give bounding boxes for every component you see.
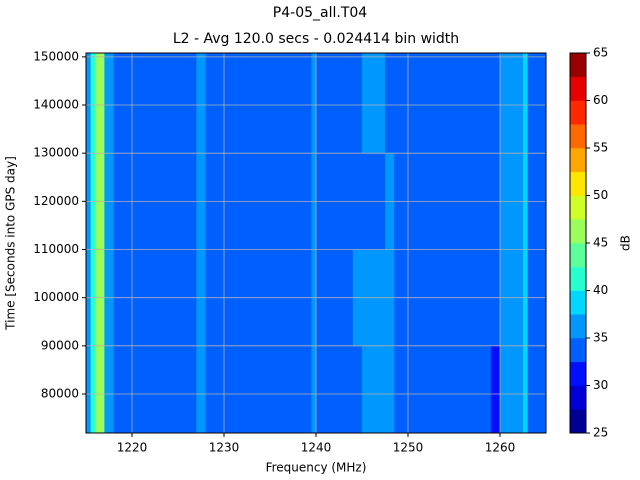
heatmap-cell	[523, 345, 528, 434]
colorbar-tick-label: 50	[593, 188, 608, 202]
colorbar-tick-label: 60	[593, 93, 608, 107]
y-axis-label: Time [Seconds into GPS day]	[4, 156, 18, 331]
x-tick-label: 1230	[209, 441, 240, 455]
y-tick-label: 90000	[41, 338, 79, 352]
heatmap-cell	[316, 53, 354, 154]
heatmap-cell	[90, 53, 96, 154]
heatmap-cell	[196, 345, 206, 434]
heatmap-cell	[352, 53, 363, 154]
heatmap-cell	[490, 53, 501, 154]
x-tick-label: 1260	[485, 441, 516, 455]
heatmap-cell	[316, 345, 354, 434]
colorbar-tick-label: 55	[593, 141, 608, 155]
heatmap-cell	[205, 345, 312, 434]
y-tick-label: 150000	[33, 49, 79, 63]
x-axis-label: Frequency (MHz)	[266, 461, 367, 475]
heatmap-cell	[394, 53, 492, 154]
colorbar-label: dB	[619, 235, 633, 251]
y-tick-label: 110000	[33, 242, 79, 256]
heatmap-cell	[95, 345, 105, 434]
heatmap-cell	[527, 345, 547, 434]
heatmap-cell	[104, 53, 114, 154]
heatmap-cell	[527, 53, 547, 154]
colorbar-segment	[570, 314, 586, 339]
heatmap-cell	[500, 53, 515, 154]
colorbar-segment	[570, 266, 586, 291]
colorbar-tick-label: 40	[593, 283, 608, 297]
heatmap-cell	[196, 53, 206, 154]
colorbar-segment	[570, 76, 586, 101]
heatmap-cell	[513, 53, 524, 154]
heatmap-cell	[513, 345, 524, 434]
heatmap-cell	[113, 53, 197, 154]
heatmap-cell	[104, 345, 114, 434]
colorbar-tick-label: 35	[593, 331, 608, 345]
colorbar-segment	[570, 385, 586, 410]
colorbar-tick-label: 30	[593, 378, 608, 392]
heatmap-cell	[86, 53, 91, 154]
heatmap-cell	[394, 345, 492, 434]
colorbar-segment	[570, 361, 586, 386]
colorbar-segment	[570, 124, 586, 149]
y-tick-label: 140000	[33, 98, 79, 112]
heatmap-cell	[113, 345, 197, 434]
heatmap-cell	[385, 53, 395, 154]
colorbar-tick-label: 45	[593, 236, 608, 250]
chart-subtitle: L2 - Avg 120.0 secs - 0.024414 bin width	[173, 31, 459, 47]
colorbar-segment	[570, 243, 586, 268]
colorbar-segment	[570, 171, 586, 196]
colorbar-tick-label: 25	[593, 426, 608, 440]
heatmap-cell	[500, 345, 515, 434]
x-tick-label: 1240	[301, 441, 332, 455]
y-tick-label: 80000	[41, 386, 79, 400]
x-tick-label: 1220	[117, 441, 148, 455]
heatmap-cell	[90, 345, 96, 434]
heatmap-cell	[95, 53, 105, 154]
heatmap-cell	[490, 345, 501, 434]
heatmap-cell	[311, 345, 317, 434]
y-tick-label: 100000	[33, 290, 79, 304]
colorbar-segment	[570, 100, 586, 125]
heatmap-cell	[311, 53, 317, 154]
y-tick-label: 120000	[33, 194, 79, 208]
colorbar-segment	[570, 148, 586, 173]
chart-title: P4-05_all.T04	[273, 5, 367, 21]
heatmap-cell	[523, 53, 528, 154]
plot-frame	[85, 52, 547, 434]
colorbar-segment	[570, 338, 586, 363]
heatmap-cell	[362, 53, 386, 154]
colorbar-segment	[570, 195, 586, 220]
heatmap-cell	[205, 53, 312, 154]
colorbar-segment	[570, 290, 586, 315]
heatmap-cell	[385, 345, 395, 434]
heatmap-cell	[86, 345, 91, 434]
colorbar-tick-label: 65	[593, 46, 608, 60]
colorbar-segment	[570, 53, 586, 78]
y-tick-label: 130000	[33, 146, 79, 160]
colorbar-segment	[570, 409, 586, 434]
colorbar-segment	[570, 219, 586, 244]
x-tick-label: 1250	[393, 441, 424, 455]
heatmap-cell	[352, 345, 363, 434]
heatmap-cell	[362, 345, 386, 434]
